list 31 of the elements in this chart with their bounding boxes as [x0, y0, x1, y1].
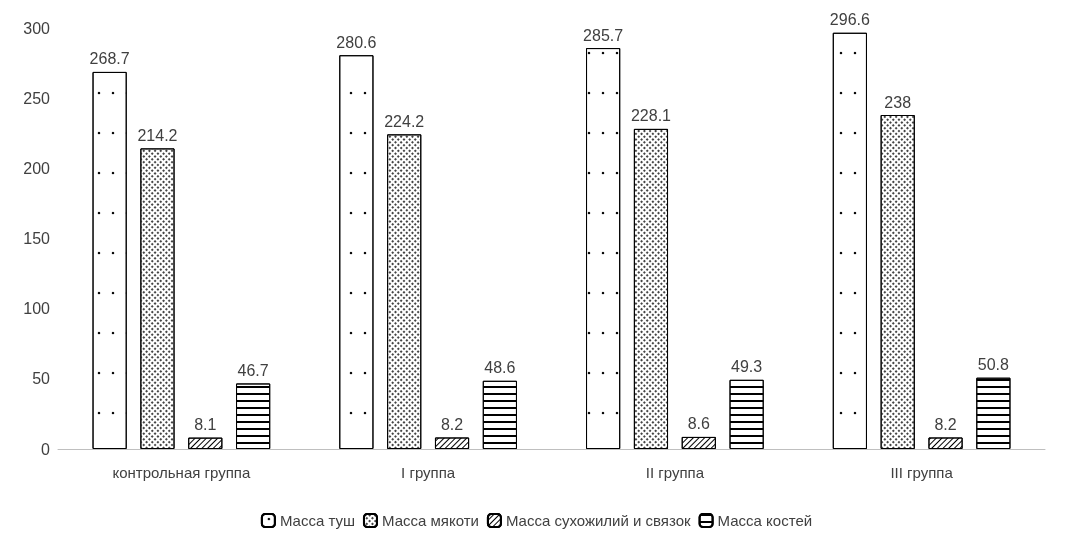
y-tick-label: 0: [41, 440, 51, 458]
data-label: 238: [884, 93, 912, 111]
data-label: 8.2: [934, 415, 957, 433]
y-tick-label: 300: [23, 19, 51, 37]
y-tick-label: 50: [32, 370, 51, 388]
y-tick-label: 150: [23, 230, 51, 247]
x-tick-label: контрольная группа: [112, 464, 251, 481]
y-tick-label: 200: [23, 159, 51, 177]
data-label: 50.8: [977, 356, 1010, 374]
data-label: 8.2: [440, 415, 464, 433]
data-label: 8.1: [194, 416, 217, 434]
data-label: 280.6: [336, 33, 377, 51]
data-label: 8.6: [687, 415, 711, 433]
y-tick-label: 100: [23, 300, 51, 318]
x-tick-label: II группа: [645, 464, 705, 481]
data-label: 296.6: [829, 11, 870, 29]
x-tick-label: III группа: [890, 464, 954, 481]
data-label: 49.3: [731, 358, 763, 376]
data-label: 224.2: [384, 112, 425, 130]
y-tick-label: 250: [23, 89, 51, 107]
data-label: 228.1: [630, 107, 672, 125]
data-label: 285.7: [583, 26, 624, 44]
data-label: 214.2: [137, 126, 178, 144]
data-label: 48.6: [484, 359, 516, 377]
legend-label: Масса мякоти: [381, 512, 479, 529]
data-label: 268.7: [89, 50, 130, 68]
legend-label: Масса костей: [717, 512, 813, 529]
data-label: 46.7: [237, 361, 269, 379]
legend-label: Масса туш: [279, 512, 355, 529]
x-tick-label: I группа: [401, 464, 456, 481]
legend-label: Масса сухожилий и связок: [505, 512, 692, 529]
